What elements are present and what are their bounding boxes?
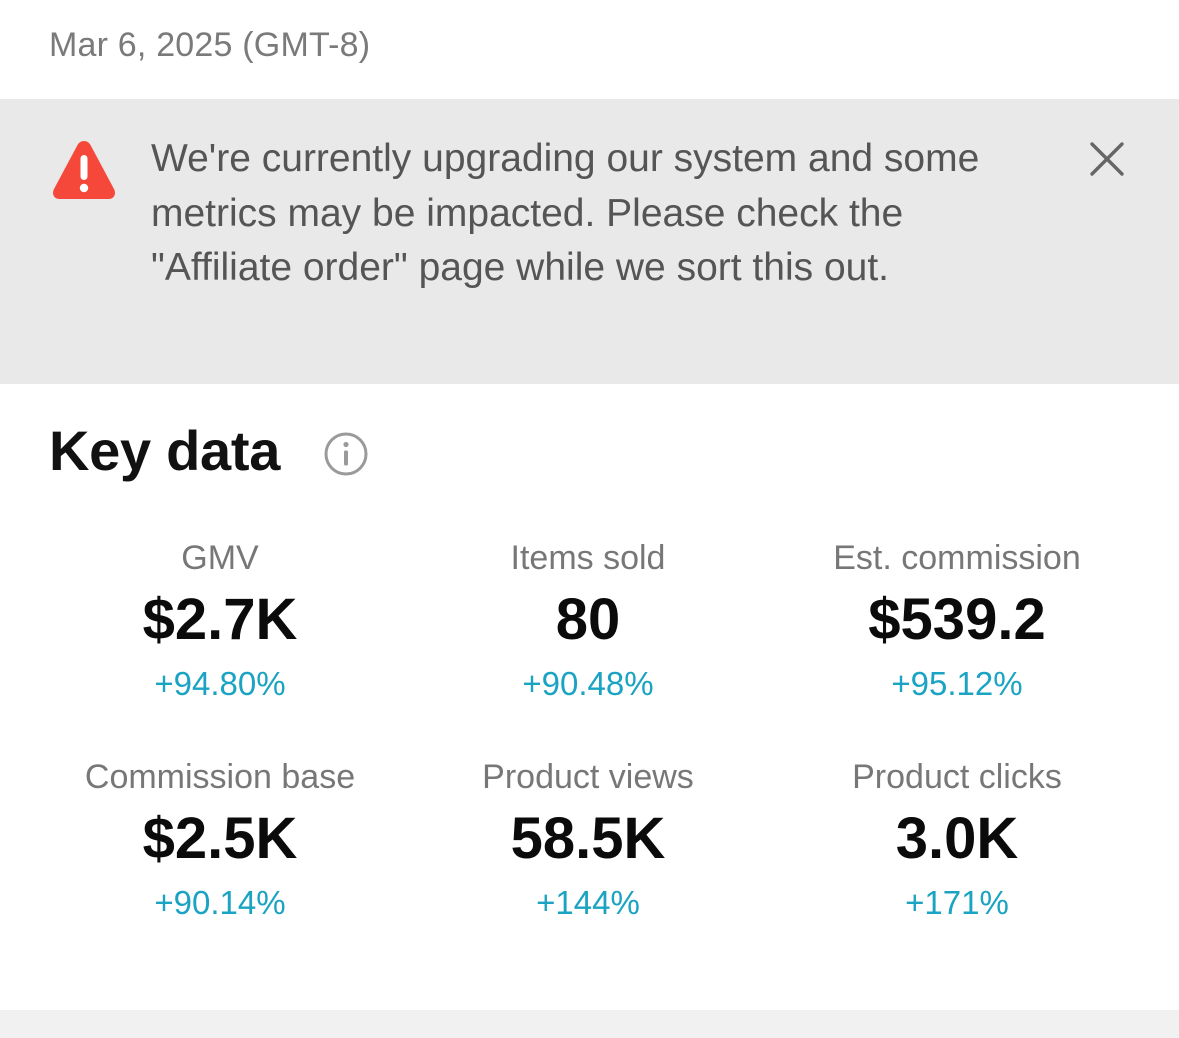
metric-value: $539.2 (868, 587, 1046, 652)
metric-product-views[interactable]: Product views 58.5K +144% (398, 755, 778, 925)
metric-label: Items sold (510, 539, 666, 577)
metric-label: Est. commission (833, 539, 1081, 577)
metric-value: 3.0K (895, 806, 1019, 871)
key-data-title: Key data (49, 419, 281, 482)
metric-commission-base[interactable]: Commission base $2.5K +90.14% (30, 755, 410, 925)
system-notice-banner (0, 99, 1179, 384)
metric-label: GMV (181, 539, 259, 577)
banner-message: We're currently upgrading our system and… (151, 137, 980, 289)
close-icon[interactable] (1088, 140, 1126, 178)
metric-change: +95.12% (891, 665, 1023, 702)
metric-est-commission[interactable]: Est. commission $539.2 +95.12% (767, 536, 1147, 706)
metric-label: Product clicks (852, 758, 1062, 796)
metric-gmv[interactable]: GMV $2.7K +94.80% (30, 536, 410, 706)
metric-label: Product views (482, 758, 694, 796)
metric-change: +90.14% (154, 884, 286, 921)
metric-change: +171% (905, 884, 1009, 921)
metric-value: 80 (555, 587, 621, 652)
metric-change: +90.48% (522, 665, 654, 702)
metric-value: $2.5K (142, 806, 298, 871)
metric-product-clicks[interactable]: Product clicks 3.0K +171% (767, 755, 1147, 925)
metric-value: 58.5K (510, 806, 666, 871)
metric-value: $2.7K (142, 587, 298, 652)
report-date: Mar 6, 2025 (GMT-8) (49, 26, 371, 64)
info-icon[interactable] (323, 431, 369, 477)
metric-label: Commission base (84, 758, 356, 796)
section-divider (0, 1010, 1179, 1038)
metric-change: +94.80% (154, 665, 286, 702)
metric-change: +144% (536, 884, 640, 921)
metric-items-sold[interactable]: Items sold 80 +90.48% (398, 536, 778, 706)
warning-triangle-icon (53, 141, 115, 199)
